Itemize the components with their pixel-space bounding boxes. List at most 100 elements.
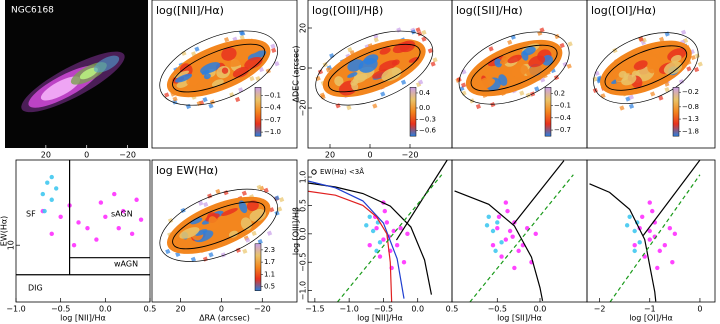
map-pixel — [380, 91, 386, 97]
map-pixel — [240, 30, 246, 37]
panel-title: log([SII]/Hα) — [456, 4, 523, 17]
map-pixel — [329, 53, 335, 59]
map-pixel — [690, 54, 696, 61]
x-tick-label: 0 — [219, 305, 224, 314]
map-pixel — [372, 103, 378, 109]
map-patch — [379, 47, 391, 55]
contour — [458, 31, 570, 105]
map-pixel — [628, 94, 634, 100]
plot-area — [16, 160, 150, 276]
map-patch — [521, 50, 529, 61]
x-tick-label: −1.0 — [339, 305, 358, 314]
map-patch — [528, 55, 546, 68]
y-axis-label: log [OIII]/Hβ — [292, 207, 301, 255]
contour — [172, 201, 266, 250]
point — [496, 214, 502, 219]
map-pixel — [600, 93, 606, 99]
x-axis-label: log [NII]/Hα — [60, 314, 106, 323]
point — [647, 237, 652, 242]
point — [103, 214, 108, 219]
map-patch — [238, 200, 248, 214]
map-pixel — [418, 79, 424, 85]
boundary-line — [308, 180, 405, 299]
map-patch — [228, 56, 248, 67]
point — [486, 214, 491, 219]
y-tick-label: 0.5 — [299, 199, 308, 212]
y-tick-label: −0.5 — [299, 253, 308, 272]
colorbar-tick-label: −0.6 — [419, 127, 437, 135]
map-patch — [249, 209, 266, 222]
map-pixel — [475, 103, 482, 110]
point — [76, 220, 81, 225]
x-tick-label: 0.0 — [411, 305, 424, 314]
axes-frame — [151, 0, 298, 149]
axes-frame — [15, 159, 151, 303]
x-tick-label: −2 — [594, 305, 606, 314]
point — [510, 234, 515, 239]
region-label: SF — [26, 210, 36, 219]
map-pixel — [567, 41, 573, 47]
map-patch — [174, 70, 190, 79]
colorbar — [672, 87, 680, 137]
panel: log([NII]/Hα) −0.1 −0.4 −0.7 −1.0 — [151, 0, 298, 149]
map-patch — [501, 51, 519, 61]
point — [507, 228, 513, 234]
point — [484, 223, 490, 228]
x-tick-label: −20 — [402, 151, 419, 160]
x-tick-label: −0.5 — [374, 305, 393, 314]
map-pixel — [242, 248, 248, 254]
map-pixel — [415, 27, 421, 33]
galaxy-image — [21, 51, 125, 113]
map-patch — [511, 64, 528, 78]
map-patch — [179, 227, 200, 239]
boundary-line — [395, 160, 448, 241]
point — [637, 240, 642, 245]
point — [499, 240, 504, 245]
map-patch — [391, 59, 400, 66]
map-pixel — [678, 79, 685, 85]
annotation-marker — [311, 169, 317, 175]
map-pixel — [628, 103, 635, 109]
point — [367, 243, 372, 248]
map-pixel — [256, 184, 262, 190]
point — [377, 254, 383, 259]
map-pixel — [659, 36, 665, 42]
annotation: EW(Hα) <3Å — [320, 167, 364, 176]
galaxy-light — [79, 67, 98, 80]
panel-title: NGC6168 — [11, 6, 54, 16]
map-patch — [621, 74, 637, 86]
point — [490, 243, 496, 248]
map-pixel — [249, 76, 255, 82]
map-patch — [334, 76, 344, 87]
map-patch — [663, 61, 683, 75]
point — [632, 243, 637, 248]
colorbar-tick-label: −0.8 — [682, 103, 699, 111]
map-pixel — [202, 256, 209, 262]
x-tick-label: −1.0 — [6, 305, 25, 314]
map-pixel — [681, 29, 687, 35]
panel-title: log EW(Hα) — [156, 164, 218, 177]
map-patch — [651, 44, 660, 55]
point — [134, 197, 139, 202]
colorbar — [409, 87, 417, 137]
map-patch — [190, 217, 203, 225]
colorbar-tick-label: −0.3 — [419, 115, 436, 123]
contour — [327, 43, 421, 93]
map-pixel — [562, 61, 568, 68]
map-pixel — [694, 53, 701, 59]
y-tick-label: 10 — [7, 240, 16, 250]
x-tick-label: −1 — [644, 305, 656, 314]
map-image — [159, 184, 285, 262]
point — [405, 231, 410, 237]
map-pixel — [167, 218, 174, 224]
boundary-line — [589, 183, 657, 302]
map-patch — [347, 72, 358, 78]
point — [667, 225, 673, 231]
colorbar-tick-label: −1.8 — [682, 127, 699, 135]
y-tick-label: 0 — [299, 65, 308, 70]
panel-title: log([OIII]/Hβ) — [312, 4, 383, 17]
map-patch — [647, 63, 656, 74]
map-patch — [670, 54, 682, 63]
point — [49, 197, 54, 202]
